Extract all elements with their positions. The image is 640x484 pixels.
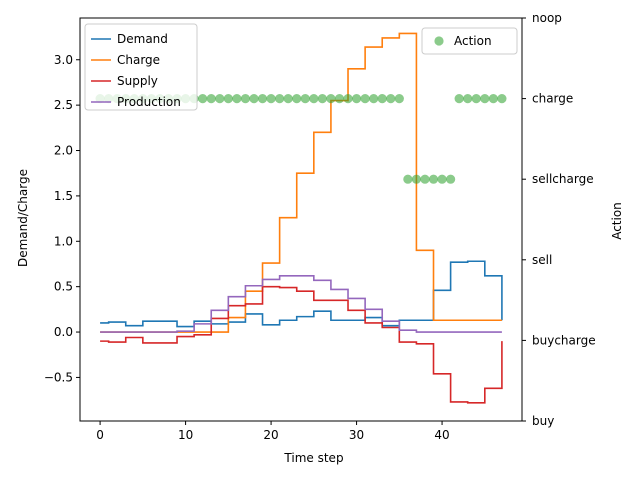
x-tick-label: 40: [434, 428, 449, 442]
series-line-supply: [100, 285, 503, 404]
legend-right: Action: [421, 27, 518, 55]
y2-tick-label: buycharge: [532, 333, 596, 347]
legend-label-production: Production: [117, 95, 181, 109]
action-point: [309, 94, 319, 104]
y-tick-label: −0.5: [44, 370, 73, 384]
y-tick-label: 2.0: [54, 144, 73, 158]
x-tick-label: 20: [263, 428, 278, 442]
action-point: [206, 94, 216, 104]
action-point: [394, 94, 404, 104]
x-axis-label: Time step: [283, 451, 343, 465]
action-point: [198, 94, 208, 104]
y2-tick-label: charge: [532, 92, 573, 106]
series-line-demand: [100, 260, 503, 328]
y2-tick-label: buy: [532, 414, 554, 428]
action-point: [454, 94, 464, 104]
x-tick-label: 10: [178, 428, 193, 442]
y2-axis-ticks: buy buycharge sell sellcharge charge noop: [522, 11, 596, 428]
action-point: [488, 94, 498, 104]
y2-axis-label: Action: [610, 202, 624, 240]
y-tick-label: 0.0: [54, 325, 73, 339]
action-point: [334, 94, 345, 104]
legend-left-box: [84, 23, 198, 111]
action-point: [317, 94, 327, 104]
action-point: [257, 94, 268, 104]
y2-tick-label: sell: [532, 253, 552, 267]
action-point: [223, 94, 233, 104]
action-point: [411, 174, 422, 184]
y-tick-label: 1.0: [54, 234, 73, 248]
action-point: [497, 94, 507, 104]
y2-tick-label: sellcharge: [532, 172, 594, 186]
y-axis-label: Demand/Charge: [16, 169, 30, 267]
action-point: [480, 94, 490, 104]
action-point: [292, 94, 302, 104]
action-point: [326, 94, 336, 104]
action-point: [471, 94, 481, 104]
action-point: [351, 94, 362, 104]
legend-label-supply: Supply: [117, 74, 158, 88]
action-point: [283, 94, 293, 104]
action-point: [437, 174, 447, 184]
action-point: [463, 94, 473, 104]
legend-label-action: Action: [454, 34, 492, 48]
y-tick-label: 1.5: [54, 189, 73, 203]
action-point: [446, 174, 456, 184]
y-tick-label: 3.0: [54, 53, 73, 67]
axes-frame: [79, 17, 523, 422]
legend-label-charge: Charge: [117, 53, 160, 67]
x-tick-label: 0: [96, 428, 104, 442]
y-tick-label: 0.5: [54, 280, 73, 294]
action-point: [232, 94, 242, 104]
action-point: [266, 94, 276, 104]
action-point: [403, 174, 413, 184]
action-point: [360, 94, 370, 104]
action-point: [249, 94, 259, 104]
legend-label-demand: Demand: [117, 32, 168, 46]
x-tick-label: 30: [349, 428, 364, 442]
action-point: [386, 94, 396, 104]
action-point: [343, 94, 353, 104]
legend-swatch-action: [434, 36, 444, 46]
legend-left: Demand Charge Supply Production: [84, 23, 198, 111]
series-line-production: [100, 274, 502, 333]
action-point: [215, 94, 225, 104]
legend-right-box: [421, 27, 518, 55]
action-point: [420, 174, 430, 184]
action-point: [275, 94, 285, 104]
action-point: [300, 94, 310, 104]
y-tick-label: 2.5: [54, 98, 73, 112]
action-point: [369, 94, 379, 104]
y-axis-ticks: −0.5 0.0 0.5 1.0 1.5 2.0 2.5 3.0: [44, 53, 80, 384]
y2-tick-label: noop: [532, 11, 562, 25]
plot-lines: [100, 32, 503, 404]
action-point: [377, 94, 387, 104]
action-point: [428, 174, 439, 184]
x-axis-ticks: 0 10 20 30 40: [96, 421, 450, 442]
series-line-charge: [100, 32, 502, 333]
action-point: [240, 94, 251, 104]
